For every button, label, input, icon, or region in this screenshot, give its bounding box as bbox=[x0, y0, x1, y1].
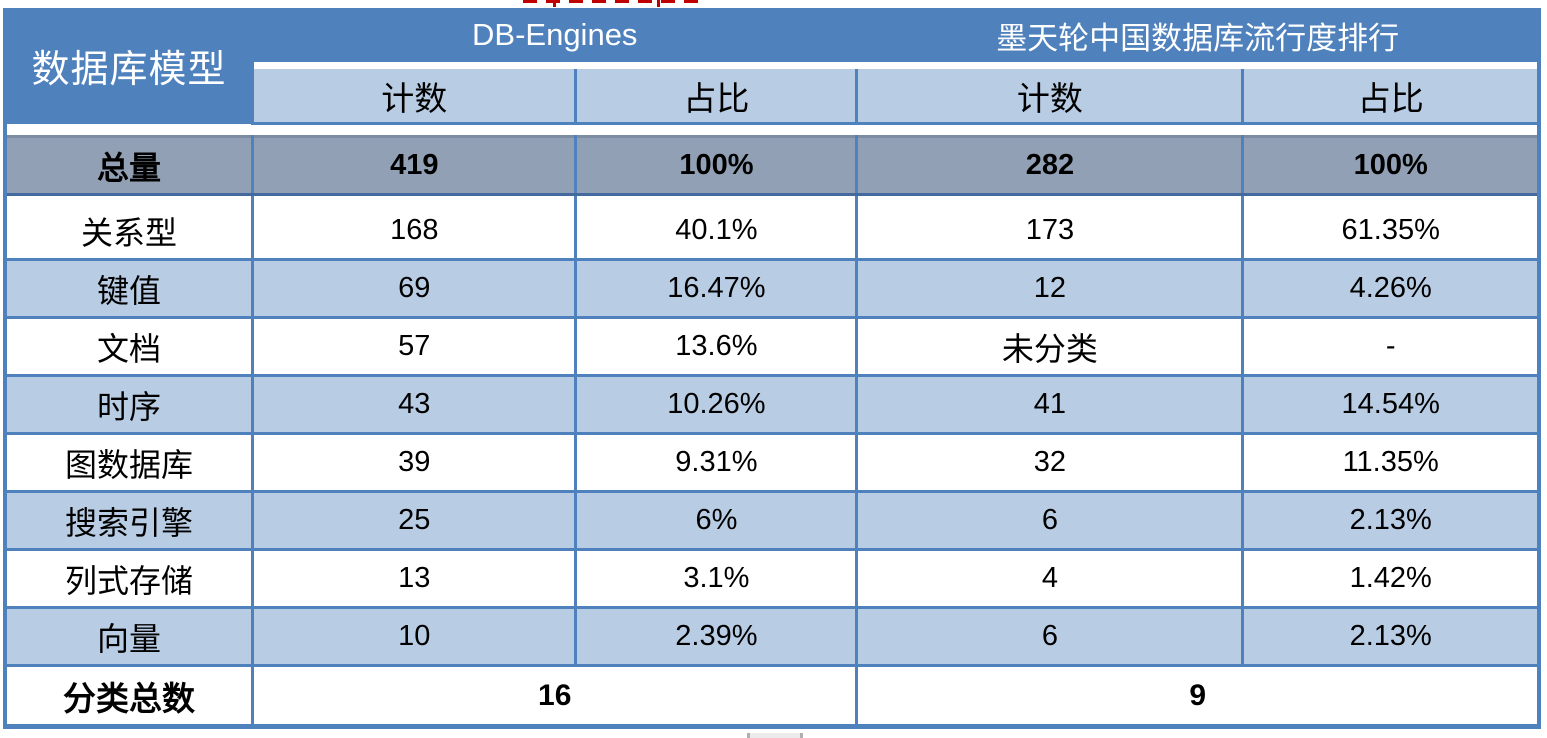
cell-mo-count: 12 bbox=[855, 258, 1245, 319]
cell-db-count: 69 bbox=[251, 258, 578, 319]
cell-db-count: 39 bbox=[251, 432, 578, 493]
cell-db-count: 10 bbox=[251, 606, 578, 667]
cell-db-share: 100% bbox=[574, 135, 859, 196]
separator-row bbox=[5, 62, 1541, 69]
cell-mo-share: 11.35% bbox=[1241, 432, 1541, 493]
cell-mo-category-total: 9 bbox=[855, 664, 1541, 728]
table-row: 搜索引擎 25 6% 6 2.13% bbox=[3, 490, 1541, 551]
separator-cell bbox=[251, 62, 1541, 69]
cell-mo-share: 2.13% bbox=[1241, 606, 1541, 667]
separator-row bbox=[3, 194, 1541, 203]
cell-db-share: 2.39% bbox=[574, 606, 859, 667]
subheader-mo-share: 占比 bbox=[1241, 69, 1541, 125]
cell-db-share: 9.31% bbox=[574, 432, 859, 493]
separator-cell bbox=[574, 194, 859, 203]
cell-mo-share: - bbox=[1241, 316, 1541, 377]
subheader-mo-count: 计数 bbox=[855, 69, 1245, 125]
separator-cell bbox=[3, 194, 255, 203]
sub-header-row: 计数 占比 计数 占比 bbox=[5, 69, 1541, 125]
cell-mo-count: 41 bbox=[855, 374, 1245, 435]
cell-db-count: 43 bbox=[251, 374, 578, 435]
table-row: 文档 57 13.6% 未分类 - bbox=[3, 316, 1541, 377]
red-dash-tick bbox=[553, 0, 556, 7]
cell-mo-count: 6 bbox=[855, 606, 1245, 667]
cell-model: 总量 bbox=[3, 135, 255, 196]
group-header-motianlun: 墨天轮中国数据库流行度排行 bbox=[855, 8, 1541, 62]
cell-mo-count: 6 bbox=[855, 490, 1245, 551]
group-header-row: 数据库模型 DB-Engines 墨天轮中国数据库流行度排行 bbox=[3, 8, 1541, 124]
db-model-comparison-table: 数据库模型 DB-Engines 墨天轮中国数据库流行度排行 计数 占比 计数 … bbox=[3, 8, 1541, 729]
corner-header-cell: 数据库模型 bbox=[3, 8, 255, 124]
separator-cell bbox=[855, 194, 1245, 203]
cell-db-count: 57 bbox=[251, 316, 578, 377]
total-row: 总量 419 100% 282 100% bbox=[3, 135, 1541, 196]
cell-model: 键值 bbox=[3, 258, 255, 319]
cell-mo-count: 未分类 bbox=[855, 316, 1245, 377]
cell-db-share: 13.6% bbox=[574, 316, 859, 377]
cell-model: 时序 bbox=[3, 374, 255, 435]
cell-db-count: 25 bbox=[251, 490, 578, 551]
cell-mo-share: 2.13% bbox=[1241, 490, 1541, 551]
cell-mo-count: 32 bbox=[855, 432, 1245, 493]
cell-db-count: 13 bbox=[251, 548, 578, 609]
red-dash-tick bbox=[657, 0, 660, 7]
separator-row bbox=[5, 123, 1539, 137]
cell-db-share: 16.47% bbox=[574, 258, 859, 319]
cell-model: 分类总数 bbox=[3, 664, 255, 728]
cell-mo-share: 1.42% bbox=[1241, 548, 1541, 609]
cell-model: 列式存储 bbox=[3, 548, 255, 609]
cell-model: 向量 bbox=[3, 606, 255, 667]
cell-db-category-total: 16 bbox=[251, 664, 859, 728]
separator-cell bbox=[251, 194, 578, 203]
horizontal-scrollbar-fragment[interactable] bbox=[747, 733, 803, 738]
table-row: 时序 43 10.26% 41 14.54% bbox=[3, 374, 1541, 435]
cell-mo-count: 4 bbox=[855, 548, 1245, 609]
cell-mo-count: 173 bbox=[855, 203, 1245, 261]
cell-db-share: 3.1% bbox=[574, 548, 859, 609]
category-totals-row: 分类总数 16 9 bbox=[3, 664, 1541, 728]
cell-db-share: 10.26% bbox=[574, 374, 859, 435]
cell-db-count: 419 bbox=[251, 135, 578, 196]
table-row: 向量 10 2.39% 6 2.13% bbox=[3, 606, 1541, 667]
cell-model: 关系型 bbox=[3, 203, 255, 261]
cell-db-count: 168 bbox=[251, 203, 578, 261]
cell-mo-count: 282 bbox=[855, 135, 1245, 196]
table-row: 列式存储 13 3.1% 4 1.42% bbox=[3, 548, 1541, 609]
cell-model: 文档 bbox=[3, 316, 255, 377]
cell-mo-share: 4.26% bbox=[1241, 258, 1541, 319]
cell-mo-share: 100% bbox=[1241, 135, 1541, 196]
cell-mo-share: 14.54% bbox=[1241, 374, 1541, 435]
subheader-db-share: 占比 bbox=[574, 69, 859, 125]
group-header-db-engines: DB-Engines bbox=[251, 8, 859, 62]
table-row: 键值 69 16.47% 12 4.26% bbox=[3, 258, 1541, 319]
cell-db-share: 6% bbox=[574, 490, 859, 551]
cell-mo-share: 61.35% bbox=[1241, 203, 1541, 261]
cell-db-share: 40.1% bbox=[574, 203, 859, 261]
separator-cell bbox=[5, 123, 1539, 137]
separator-cell bbox=[1241, 194, 1541, 203]
cell-model: 图数据库 bbox=[3, 432, 255, 493]
red-dashed-annotation bbox=[523, 0, 703, 3]
table-row: 关系型 168 40.1% 173 61.35% bbox=[3, 203, 1541, 261]
cell-model: 搜索引擎 bbox=[3, 490, 255, 551]
table-row: 图数据库 39 9.31% 32 11.35% bbox=[3, 432, 1541, 493]
subheader-db-count: 计数 bbox=[251, 69, 578, 125]
